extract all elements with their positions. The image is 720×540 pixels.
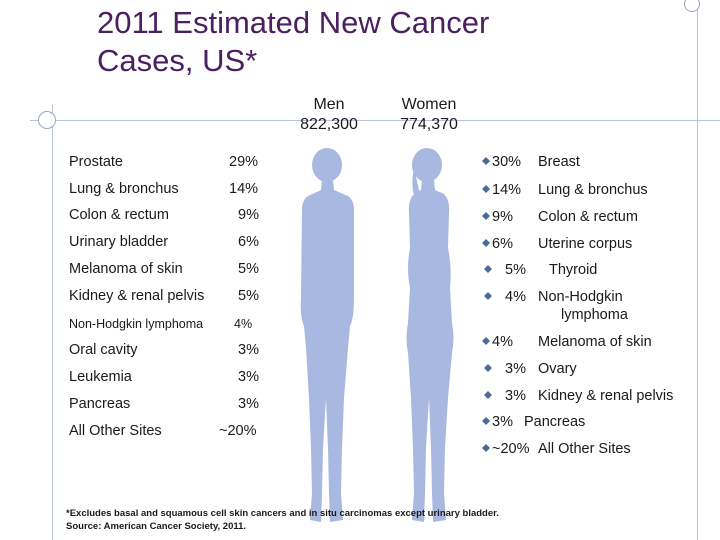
diamond-bullet-icon [482, 337, 490, 345]
women-pct-value: 9% [492, 209, 513, 225]
men-site-label: Urinary bladder [69, 234, 169, 250]
men-pct-value: 14% [229, 181, 259, 197]
women-site-label: Lung & bronchus [538, 182, 648, 198]
women-label: Women [401, 96, 457, 113]
page-title: 2011 Estimated New Cancer Cases, US* [97, 4, 617, 80]
title-line-2: Cases, US* [97, 43, 258, 78]
men-pct-value: 4% [234, 317, 253, 331]
diamond-bullet-icon [484, 364, 492, 372]
diamond-bullet-icon [482, 239, 490, 247]
diamond-bullet-icon [482, 444, 490, 452]
women-pct-value: 6% [492, 236, 513, 252]
women-pct-value: 4% [492, 334, 513, 350]
men-pct-value: 9% [238, 207, 259, 223]
men-site-label: Non-Hodgkin lymphoma [69, 317, 204, 331]
women-pct-value: 3% [505, 361, 526, 377]
men-site-label: Lung & bronchus [69, 181, 179, 197]
female-silhouette [406, 148, 454, 522]
women-pct-value: 14% [492, 182, 522, 198]
men-pct-value: 3% [238, 369, 259, 385]
diamond-bullet-icon [482, 157, 490, 165]
decorative-vertical-line [697, 0, 698, 540]
male-silhouette [300, 148, 354, 522]
women-site-label: Breast [538, 154, 580, 170]
diamond-bullet-icon [482, 212, 490, 220]
decorative-horizontal-line [30, 120, 720, 121]
men-total: 822,300 [300, 116, 358, 133]
title-line-1: 2011 Estimated New Cancer [97, 5, 490, 40]
men-site-label: Leukemia [69, 369, 132, 385]
women-pct-value: 4% [505, 289, 526, 305]
men-pct-value: 5% [238, 261, 259, 277]
women-site-label: Thyroid [549, 262, 598, 278]
women-site-label: Kidney & renal pelvis [538, 388, 674, 404]
footnote-source: Source: American Cancer Society, 2011. [66, 521, 247, 532]
men-pct-value: 3% [238, 342, 259, 358]
men-pct-value: 5% [238, 288, 259, 304]
men-site-label: Prostate [69, 154, 123, 170]
men-pct-value: 3% [238, 396, 259, 412]
men-pct-value: 6% [238, 234, 259, 250]
men-pct-value: 29% [229, 154, 259, 170]
men-site-label: All Other Sites [69, 423, 162, 439]
women-site-label-continued: lymphoma [561, 307, 628, 323]
decorative-circle [38, 111, 56, 129]
diamond-bullet-icon [484, 265, 492, 273]
decorative-circle-top [684, 0, 700, 12]
men-header: Men 822,300 [284, 95, 374, 135]
women-pct-value: 5% [505, 262, 526, 278]
men-site-label: Melanoma of skin [69, 261, 183, 277]
diamond-bullet-icon [482, 417, 490, 425]
women-pct-value: 3% [492, 414, 513, 430]
men-pct-value: ~20% [219, 423, 257, 439]
women-site-label: Pancreas [524, 414, 586, 430]
women-site-label: All Other Sites [538, 441, 631, 457]
men-label: Men [313, 96, 345, 113]
women-site-label: Non-Hodgkin [538, 289, 623, 305]
women-site-label: Melanoma of skin [538, 334, 652, 350]
women-pct-value: 3% [505, 388, 526, 404]
women-pct-value: ~20% [492, 441, 530, 457]
men-site-label: Colon & rectum [69, 207, 169, 223]
men-site-label: Oral cavity [69, 342, 138, 358]
footnote-exclusions: *Excludes basal and squamous cell skin c… [66, 508, 499, 519]
women-site-label: Uterine corpus [538, 236, 633, 252]
women-site-label: Colon & rectum [538, 209, 638, 225]
diamond-bullet-icon [484, 391, 492, 399]
men-site-label: Pancreas [69, 396, 131, 412]
women-header: Women 774,370 [384, 95, 474, 135]
women-pct-value: 30% [492, 154, 522, 170]
diamond-bullet-icon [482, 185, 490, 193]
diamond-bullet-icon [484, 292, 492, 300]
women-site-label: Ovary [538, 361, 577, 377]
women-total: 774,370 [400, 116, 458, 133]
men-site-label: Kidney & renal pelvis [69, 288, 205, 304]
decorative-vertical-line-left [52, 105, 53, 540]
